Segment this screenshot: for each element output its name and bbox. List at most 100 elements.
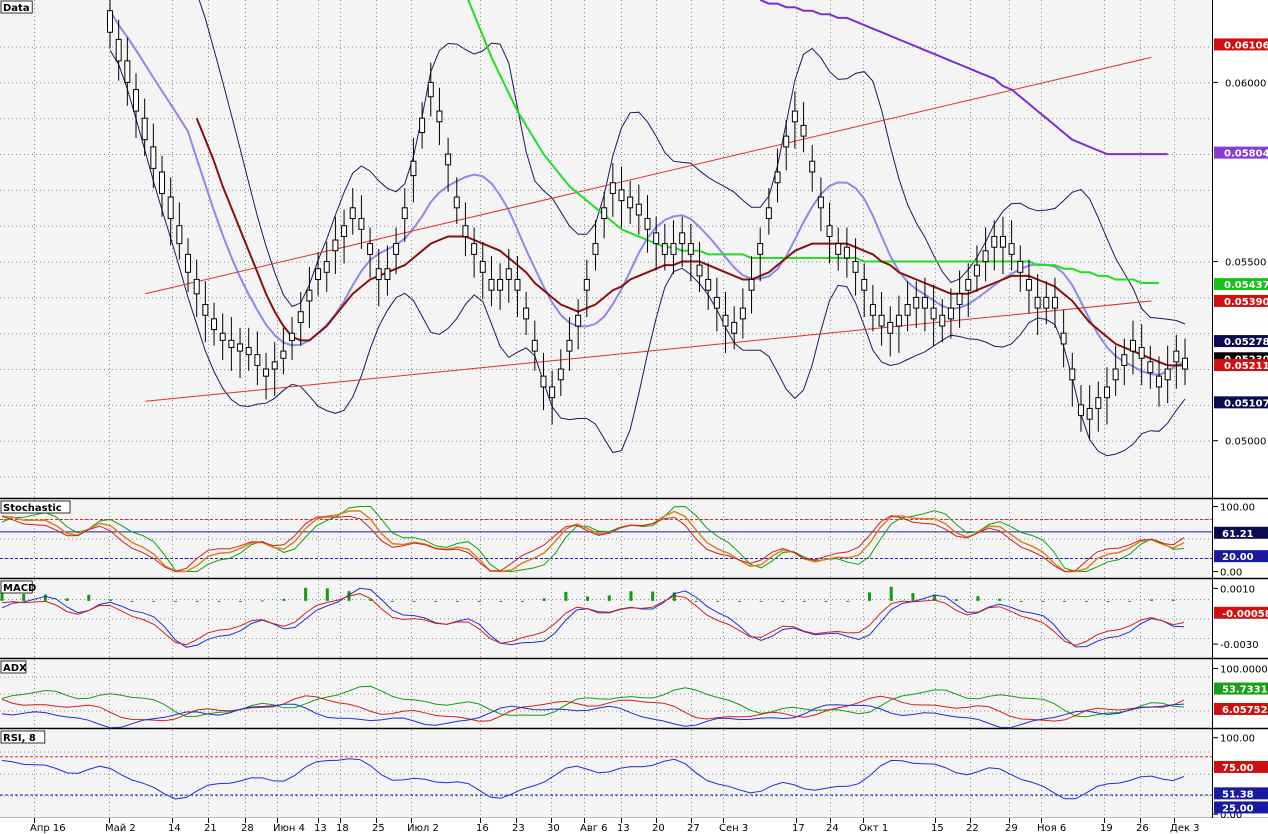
macd-histogram-bar — [651, 591, 655, 601]
indicator-panel-label: MACD — [3, 583, 36, 594]
candle-body — [1112, 368, 1119, 381]
indicator-tick-label: 0.0010 — [1220, 584, 1255, 595]
main-panel-label: Data — [3, 3, 30, 14]
macd-histogram-bar — [412, 600, 416, 602]
macd-histogram-bar — [282, 598, 286, 601]
candle-body — [557, 368, 564, 381]
candle-body — [315, 268, 322, 280]
macd-histogram-bar — [781, 600, 785, 602]
panel-label-box — [0, 500, 71, 514]
candle-body — [731, 321, 738, 334]
indicator-panel-label: ADX — [3, 663, 27, 674]
channel-line — [145, 56, 1152, 295]
candle-body — [627, 196, 634, 209]
macd-histogram-bar — [607, 595, 611, 601]
macd-histogram-bar — [976, 596, 980, 601]
macd-histogram-bar — [434, 600, 438, 602]
candle-body — [159, 171, 166, 194]
candle-body — [748, 278, 755, 291]
indicator-value-label: 20.00 — [1222, 552, 1254, 563]
moving-average-green-line — [467, 0, 1159, 284]
time-tick-label: Апр 16 — [30, 823, 66, 834]
candle-body — [1017, 261, 1024, 273]
candle-body — [176, 225, 183, 245]
candle-body — [635, 203, 642, 216]
candle-body — [592, 243, 599, 255]
axis-bg — [1213, 580, 1268, 658]
candle-body — [497, 278, 504, 291]
candle-body — [757, 243, 764, 255]
adx-line — [1, 703, 1185, 729]
candle-body — [687, 243, 694, 255]
macd-histogram-bar — [672, 592, 676, 601]
candle-body — [575, 314, 582, 327]
candle-body — [895, 314, 902, 327]
macd-histogram-bar — [0, 587, 4, 601]
macd-histogram-bar — [390, 600, 394, 602]
candle-body — [809, 160, 816, 173]
time-tick-label: Июл 2 — [407, 823, 439, 834]
time-tick-label: 13 — [314, 823, 327, 834]
adx-minus-di-line — [1, 695, 1185, 722]
candle-body — [1182, 357, 1188, 370]
time-tick-label: 29 — [1005, 823, 1018, 834]
candle-body — [219, 332, 226, 341]
candle-body — [696, 264, 703, 277]
time-tick-label: 26 — [1136, 823, 1149, 834]
candle-body — [193, 278, 200, 295]
indicator-value-badge — [1214, 760, 1268, 773]
time-tick-label: 17 — [792, 823, 805, 834]
indicator-value-label: 25.00 — [1222, 803, 1254, 814]
macd-histogram-bar — [195, 600, 199, 602]
macd-histogram-bar — [1149, 599, 1153, 601]
macd-histogram-bar — [1019, 600, 1023, 602]
macd-histogram-bar — [477, 600, 481, 602]
bollinger-upper-line — [198, 0, 1186, 325]
candle-body — [479, 261, 486, 273]
price-value-badge — [1214, 359, 1268, 372]
indicator-value-badge — [1214, 702, 1268, 715]
candle-body — [930, 307, 937, 320]
candle-body — [1077, 404, 1084, 417]
panel-label-box — [0, 660, 27, 674]
indicator-tick-label: 0.00 — [1220, 568, 1242, 579]
axis-bg — [1213, 0, 1268, 498]
adx-plus-di-line — [1, 685, 1185, 718]
candle-body — [185, 253, 192, 273]
macd-histogram-bar — [824, 600, 828, 602]
macd-histogram-bar — [455, 600, 459, 602]
candle-body — [1008, 243, 1015, 255]
indicator-panel-label: Stochastic — [3, 503, 62, 514]
stochastic-k-line — [1, 505, 1185, 572]
macd-histogram-bar — [1041, 600, 1045, 602]
candle-body — [263, 368, 270, 377]
candle-body — [1103, 386, 1110, 399]
candle-body — [549, 386, 556, 399]
candle-body — [947, 307, 954, 320]
indicator-value-badge — [1214, 550, 1268, 563]
axis-bg — [1213, 500, 1268, 578]
candle-body — [228, 339, 235, 349]
candle-body — [245, 347, 252, 356]
macd-histogram-bar — [911, 593, 915, 601]
macd-signal-line — [1, 593, 1185, 646]
candle-body — [419, 117, 426, 134]
candle-body — [332, 239, 339, 252]
candle-body — [913, 296, 920, 309]
candle-body — [488, 278, 495, 291]
price-panel — [107, 0, 1188, 457]
stochastic-slow-line — [1, 509, 1185, 573]
candle-body — [523, 307, 530, 320]
indicator-value-label: 51.38 — [1222, 789, 1254, 800]
macd-histogram-bar — [325, 588, 329, 601]
macd-histogram-bar — [1128, 600, 1132, 602]
price-value-label: 0.05211 — [1224, 361, 1268, 372]
macd-histogram-bar — [304, 587, 308, 601]
price-tick-label: 0.05000 — [1225, 437, 1266, 448]
grid-lines — [0, 0, 1212, 818]
macd-histogram-bar — [629, 591, 633, 601]
price-value-label: 0.05107 — [1224, 398, 1268, 409]
panel-label-box — [0, 730, 46, 744]
candle-body — [739, 307, 746, 320]
